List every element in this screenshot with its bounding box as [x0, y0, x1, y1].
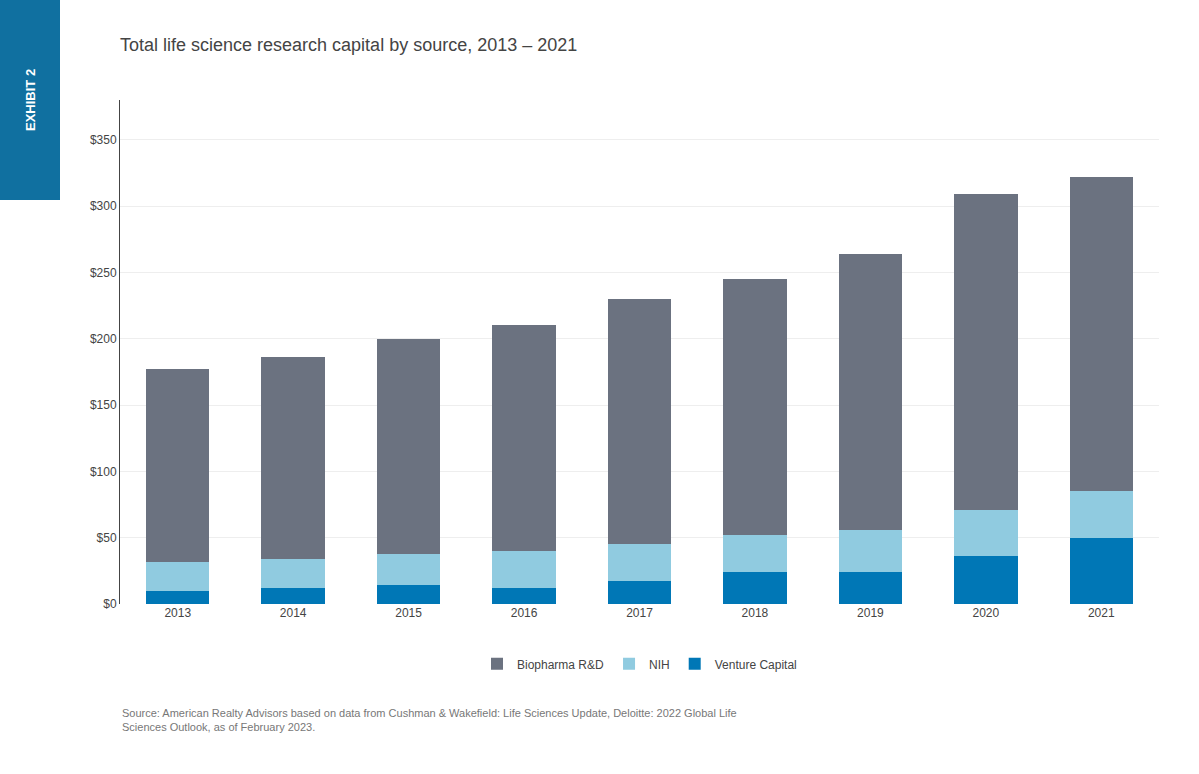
svg-text:Total life science research ca: Total life science research capital by s… — [120, 35, 577, 55]
svg-text:NIH: NIH — [649, 658, 670, 672]
svg-text:EXHIBIT 2: EXHIBIT 2 — [23, 69, 38, 131]
svg-text:$350: $350 — [90, 133, 117, 147]
svg-text:Source: American Realty Adviso: Source: American Realty Advisors based o… — [122, 707, 737, 733]
svg-text:$250: $250 — [90, 266, 117, 280]
svg-text:2021: 2021 — [1088, 606, 1115, 620]
svg-text:$100: $100 — [90, 465, 117, 479]
svg-text:$50: $50 — [97, 531, 117, 545]
svg-text:$0: $0 — [103, 597, 117, 611]
svg-text:2019: 2019 — [857, 606, 884, 620]
svg-text:2013: 2013 — [164, 606, 191, 620]
svg-text:2014: 2014 — [280, 606, 307, 620]
svg-text:2018: 2018 — [742, 606, 769, 620]
svg-text:$150: $150 — [90, 398, 117, 412]
svg-text:2020: 2020 — [972, 606, 999, 620]
svg-text:$300: $300 — [90, 199, 117, 213]
svg-text:Venture Capital: Venture Capital — [715, 658, 797, 672]
svg-text:2017: 2017 — [626, 606, 653, 620]
svg-text:Biopharma R&D: Biopharma R&D — [517, 658, 604, 672]
svg-text:2016: 2016 — [511, 606, 538, 620]
svg-text:$200: $200 — [90, 332, 117, 346]
svg-text:2015: 2015 — [395, 606, 422, 620]
